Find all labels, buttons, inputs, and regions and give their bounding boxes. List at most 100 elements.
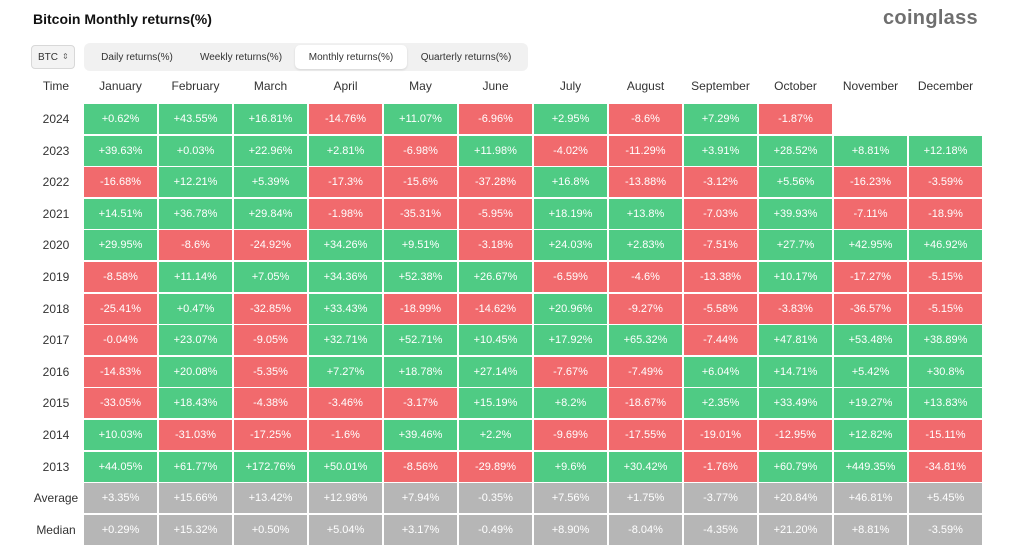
return-cell: +17.92% (534, 325, 607, 355)
return-cell: +30.8% (909, 357, 982, 387)
return-cell: +34.36% (309, 262, 382, 292)
year-row-label: 2021 (42, 207, 70, 221)
month-column-header: April (333, 79, 358, 93)
return-cell: +14.51% (84, 199, 157, 229)
return-cell: +15.66% (159, 483, 232, 513)
return-cell: +20.84% (759, 483, 832, 513)
return-cell: -13.88% (609, 167, 682, 197)
return-cell: +24.03% (534, 230, 607, 260)
return-cell: +7.56% (534, 483, 607, 513)
return-cell: -14.62% (459, 294, 532, 324)
month-column-header: August (626, 79, 665, 93)
return-cell: +9.51% (384, 230, 457, 260)
return-cell: +18.19% (534, 199, 607, 229)
return-cell: +19.27% (834, 388, 907, 418)
return-cell: -1.6% (309, 420, 382, 450)
up-down-chevron-icon: ⇕ (62, 52, 69, 61)
return-cell: -12.95% (759, 420, 832, 450)
return-cell: +47.81% (759, 325, 832, 355)
year-row-label: 2022 (42, 175, 70, 189)
return-cell: +12.98% (309, 483, 382, 513)
return-cell: -8.04% (609, 515, 682, 545)
return-cell: +3.35% (84, 483, 157, 513)
return-cell: -29.89% (459, 452, 532, 482)
return-cell: +11.07% (384, 104, 457, 134)
return-cell: +39.93% (759, 199, 832, 229)
return-cell: -33.05% (84, 388, 157, 418)
return-cell: -3.77% (684, 483, 757, 513)
return-cell: -15.11% (909, 420, 982, 450)
return-cell: +8.81% (834, 515, 907, 545)
month-column-header: September (691, 79, 750, 93)
return-cell: +11.14% (159, 262, 232, 292)
return-cell: +13.42% (234, 483, 307, 513)
return-cell: +15.19% (459, 388, 532, 418)
return-cell: +7.05% (234, 262, 307, 292)
year-row-label: 2015 (42, 396, 70, 410)
return-cell: +46.81% (834, 483, 907, 513)
return-cell: -18.67% (609, 388, 682, 418)
return-cell: +15.32% (159, 515, 232, 545)
return-cell: -5.35% (234, 357, 307, 387)
return-cell: -17.55% (609, 420, 682, 450)
return-cell: -5.15% (909, 294, 982, 324)
return-cell: +16.81% (234, 104, 307, 134)
return-cell: -3.12% (684, 167, 757, 197)
return-cell: +46.92% (909, 230, 982, 260)
return-cell: +39.46% (384, 420, 457, 450)
return-cell: -3.59% (909, 515, 982, 545)
return-cell: -5.58% (684, 294, 757, 324)
return-cell: -4.38% (234, 388, 307, 418)
year-row-label: 2017 (42, 333, 70, 347)
asset-select[interactable]: BTC ⇕ (31, 45, 75, 69)
return-cell: +0.29% (84, 515, 157, 545)
tab-weekly-returns[interactable]: Weekly returns(%) (199, 51, 283, 63)
return-cell: -15.6% (384, 167, 457, 197)
return-cell: -0.35% (459, 483, 532, 513)
return-cell: +13.83% (909, 388, 982, 418)
return-cell: +7.94% (384, 483, 457, 513)
tab-monthly-returns[interactable]: Monthly returns(%) (295, 45, 407, 69)
return-cell: +5.42% (834, 357, 907, 387)
tab-daily-returns[interactable]: Daily returns(%) (101, 51, 173, 63)
return-cell: +39.63% (84, 136, 157, 166)
return-cell: -11.29% (609, 136, 682, 166)
month-column-header: October (774, 79, 817, 93)
return-cell: -13.38% (684, 262, 757, 292)
return-cell: -7.49% (609, 357, 682, 387)
return-cell: +23.07% (159, 325, 232, 355)
summary-row-label: Median (36, 523, 76, 537)
return-cell: -7.51% (684, 230, 757, 260)
return-cell: +12.82% (834, 420, 907, 450)
return-cell: +3.91% (684, 136, 757, 166)
return-cell: +0.50% (234, 515, 307, 545)
asset-select-value: BTC (38, 51, 58, 63)
return-cell: -7.03% (684, 199, 757, 229)
return-cell: -9.69% (534, 420, 607, 450)
return-cell: -25.41% (84, 294, 157, 324)
month-column-header: March (253, 79, 288, 93)
return-cell: -3.17% (384, 388, 457, 418)
return-cell: +29.84% (234, 199, 307, 229)
return-cell: +5.45% (909, 483, 982, 513)
return-cell: -18.99% (384, 294, 457, 324)
return-cell: +10.03% (84, 420, 157, 450)
month-column-header: May (409, 79, 432, 93)
return-cell: +34.26% (309, 230, 382, 260)
return-cell: +28.52% (759, 136, 832, 166)
tab-quarterly-returns[interactable]: Quarterly returns(%) (420, 51, 512, 63)
return-cell: -7.44% (684, 325, 757, 355)
returns-period-tabs: Daily returns(%) Weekly returns(%) Month… (84, 43, 528, 71)
return-cell: +1.75% (609, 483, 682, 513)
return-cell: -5.95% (459, 199, 532, 229)
return-cell: -1.76% (684, 452, 757, 482)
return-cell: -3.46% (309, 388, 382, 418)
return-cell: -4.02% (534, 136, 607, 166)
return-cell: -6.59% (534, 262, 607, 292)
return-cell: +18.43% (159, 388, 232, 418)
coinglass-logo: coinglass (883, 7, 978, 29)
summary-row-label: Average (33, 491, 79, 505)
return-cell: -8.58% (84, 262, 157, 292)
month-column-header: December (917, 79, 974, 93)
return-cell: +21.20% (759, 515, 832, 545)
